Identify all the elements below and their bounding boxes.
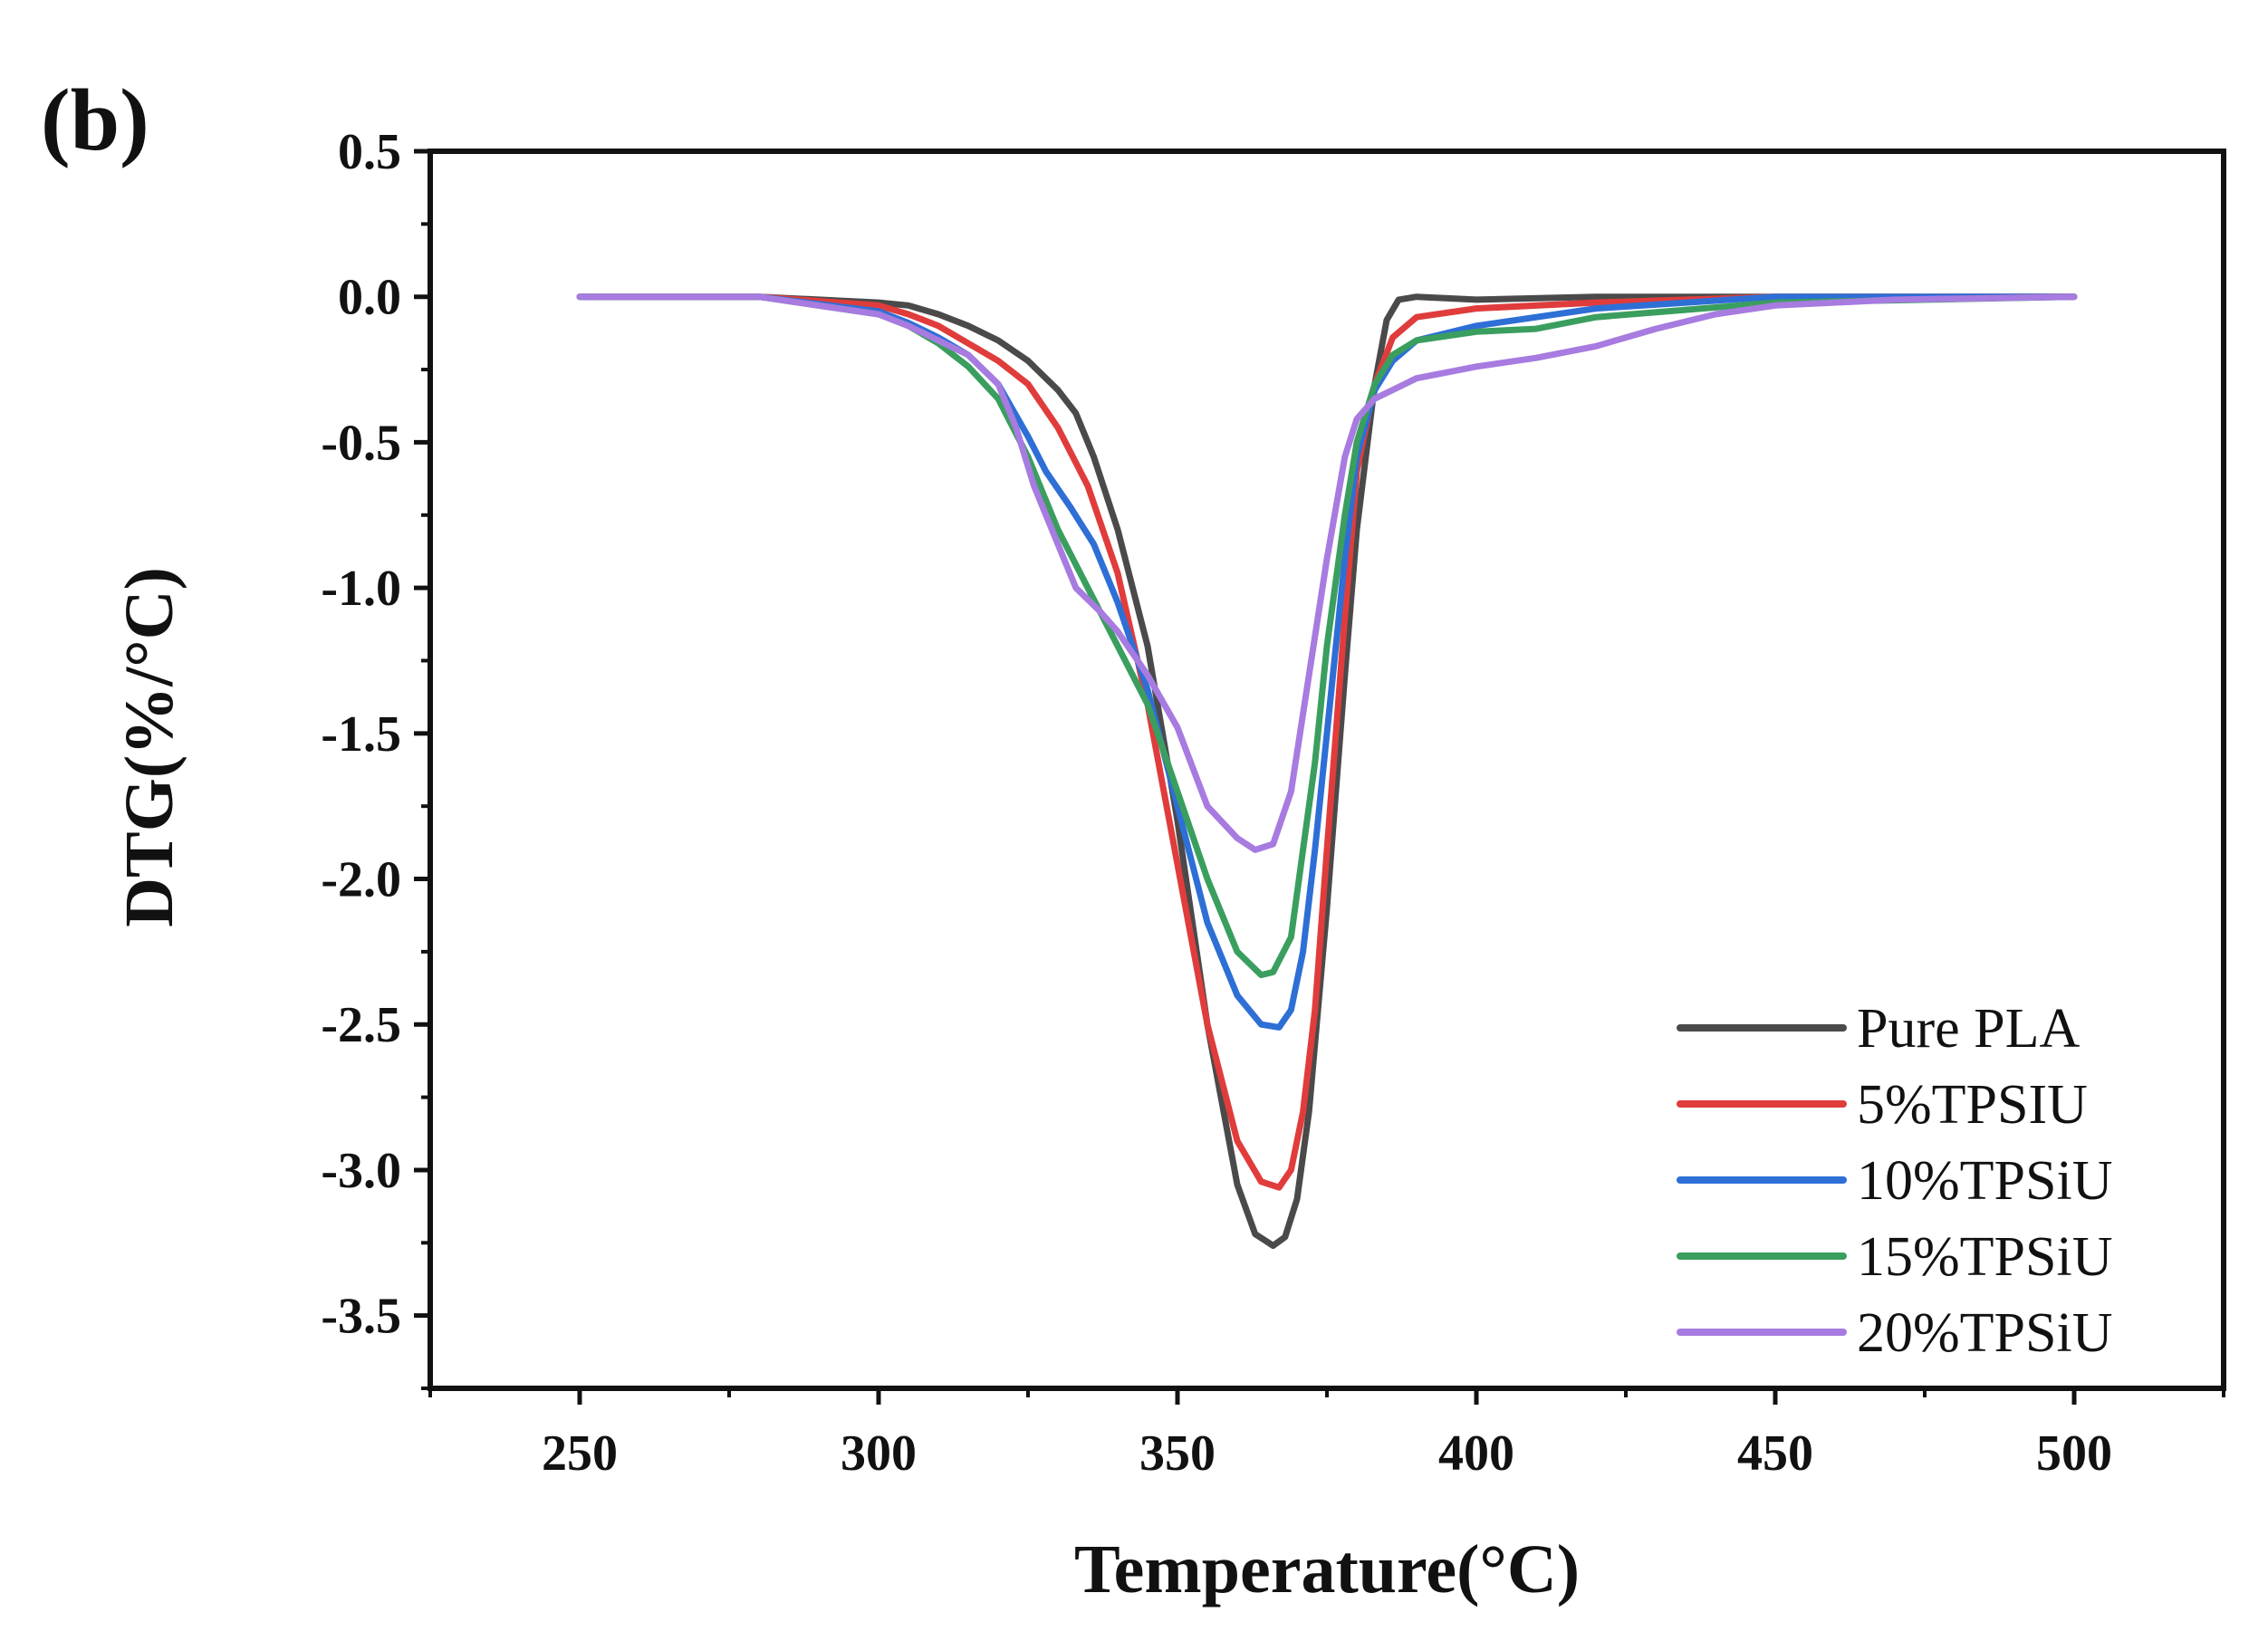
legend-label-1: 5%TPSIU: [1857, 1074, 2088, 1136]
y-tick-label: -1.0: [321, 561, 401, 617]
x-tick-label: 450: [1737, 1425, 1813, 1482]
y-axis: 0.5 0.0 -0.5 -1.0 -1.5 -2.0 -2.5 -3.0 -3.5: [321, 124, 430, 1390]
series-line-4: [576, 293, 2078, 853]
y-tick-label: -0.5: [321, 415, 401, 471]
series-line-3: [576, 293, 2078, 979]
y-axis-title: DTG(%/°C): [111, 567, 187, 927]
x-tick-label: 500: [2036, 1425, 2112, 1482]
x-tick-label: 350: [1139, 1425, 1216, 1482]
x-tick-label: 300: [841, 1425, 917, 1482]
x-axis: 250 300 350 400 450 500: [428, 1388, 2225, 1482]
x-axis-title: Temperature(°C): [1074, 1531, 1580, 1607]
y-tick-label: -1.5: [321, 706, 401, 763]
series-line-0: [576, 293, 2078, 1249]
x-tick-label: 250: [542, 1425, 618, 1482]
y-tick-label: 0.5: [338, 124, 401, 180]
y-tick-label: -2.5: [321, 997, 401, 1053]
legend-label-4: 20%TPSiU: [1857, 1302, 2112, 1364]
legend-label-0: Pure PLA: [1857, 998, 2081, 1060]
legend-label-3: 15%TPSiU: [1857, 1226, 2112, 1288]
y-tick-label: -3.5: [321, 1289, 401, 1345]
panel-label: (b): [41, 72, 149, 169]
plot-lines: [576, 293, 2078, 1249]
y-tick-label: 0.0: [338, 270, 401, 326]
series-line-1: [576, 293, 2078, 1191]
legend-label-2: 10%TPSiU: [1857, 1150, 2112, 1212]
y-tick-label: -3.0: [321, 1143, 401, 1199]
legend: Pure PLA 5%TPSIU 10%TPSiU 15%TPSiU 20%TPSiU: [1677, 998, 2112, 1364]
y-tick-label: -2.0: [321, 852, 401, 908]
x-tick-label: 400: [1438, 1425, 1514, 1482]
